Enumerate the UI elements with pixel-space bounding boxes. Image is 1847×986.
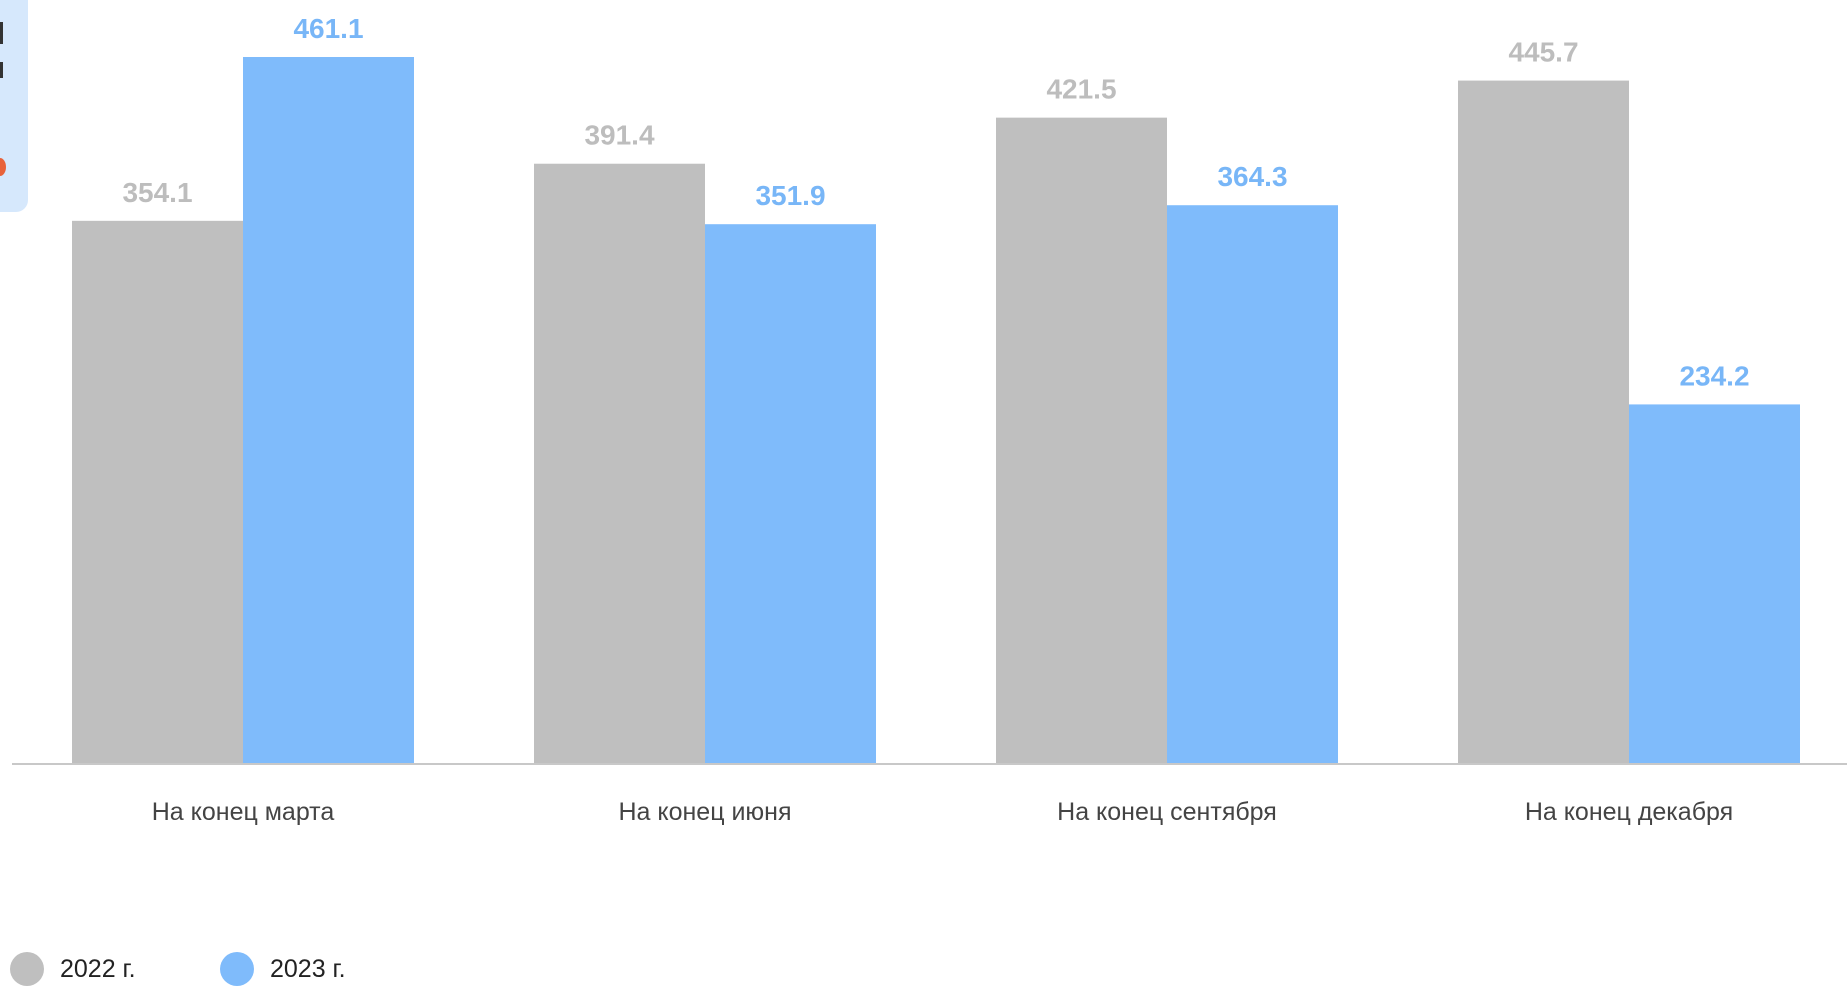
x-tick-label: На конец декабря (1525, 798, 1733, 826)
side-panel-tab[interactable] (0, 0, 28, 212)
side-panel-mark (0, 22, 3, 44)
legend-label-2022: 2022 г. (60, 954, 136, 983)
data-label: 351.9 (755, 180, 825, 211)
data-label: 461.1 (293, 13, 363, 44)
legend-swatch-2023 (220, 952, 254, 986)
data-label: 234.2 (1679, 360, 1749, 391)
bar-2023-0 (243, 57, 414, 763)
bar-2023-3 (1629, 404, 1800, 763)
legend-label-2023: 2023 г. (270, 954, 346, 983)
legend-item-2023: 2023 г. (220, 952, 346, 986)
bar-2023-2 (1167, 205, 1338, 764)
bar-2022-0 (72, 220, 243, 764)
data-label: 354.1 (122, 177, 192, 208)
x-tick-label: На конец июня (618, 798, 791, 826)
bar-2022-1 (534, 163, 705, 764)
data-label: 445.7 (1508, 37, 1578, 68)
legend-swatch-2022 (10, 952, 44, 986)
side-panel-mark (0, 62, 3, 78)
bar-2022-2 (996, 117, 1167, 764)
bar-2023-1 (705, 224, 876, 764)
data-label: 391.4 (584, 120, 654, 151)
data-label: 421.5 (1046, 74, 1116, 105)
x-tick-label: На конец сентября (1057, 798, 1277, 826)
notification-dot-icon (0, 158, 6, 176)
legend-item-2022: 2022 г. (10, 952, 136, 986)
x-tick-label: На конец марта (152, 798, 335, 826)
data-label: 364.3 (1217, 161, 1287, 192)
bar-2022-3 (1458, 80, 1629, 763)
